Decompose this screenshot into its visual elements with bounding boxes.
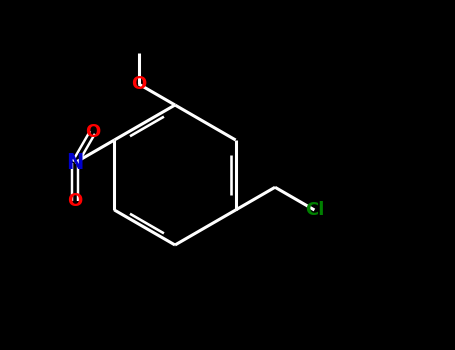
Text: Cl: Cl bbox=[305, 201, 324, 219]
Text: O: O bbox=[131, 75, 146, 93]
Text: O: O bbox=[85, 124, 100, 141]
Text: O: O bbox=[67, 192, 83, 210]
Text: N: N bbox=[66, 153, 84, 173]
